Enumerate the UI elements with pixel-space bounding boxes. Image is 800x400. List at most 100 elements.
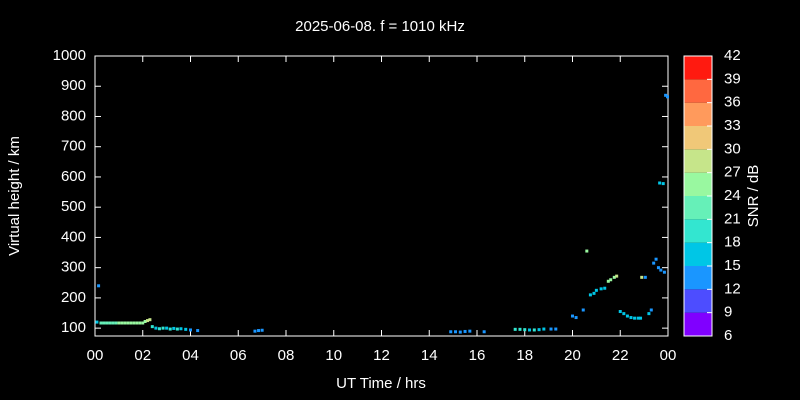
y-axis-label: Virtual height / km — [6, 136, 23, 256]
point — [141, 321, 145, 325]
point — [114, 321, 118, 325]
y-tick-label: 300 — [61, 259, 86, 276]
point — [196, 329, 200, 333]
point — [542, 327, 546, 331]
colorbar-band — [684, 196, 712, 220]
y-tick-label: 400 — [61, 228, 86, 245]
y-tick-label: 600 — [61, 168, 86, 185]
point — [165, 326, 169, 330]
colorbar-tick-label: 39 — [724, 70, 741, 87]
x-tick-label: 06 — [230, 347, 247, 364]
point — [622, 312, 626, 316]
point — [625, 314, 629, 318]
x-tick-label: 00 — [660, 347, 677, 364]
point — [260, 328, 264, 332]
point — [656, 266, 660, 270]
y-tick-label: 700 — [61, 138, 86, 155]
point — [161, 326, 165, 330]
colorbar-tick-label: 15 — [724, 257, 741, 274]
point — [636, 316, 640, 320]
point — [652, 261, 656, 265]
point — [449, 330, 453, 334]
point — [528, 328, 532, 332]
point — [148, 318, 152, 322]
point — [659, 268, 663, 272]
point — [120, 321, 124, 325]
colorbar-band — [684, 56, 712, 80]
point — [618, 310, 622, 314]
colorbar-label: SNR / dB — [745, 165, 762, 228]
point — [537, 328, 541, 332]
colorbar-band — [684, 289, 712, 313]
x-tick-label: 02 — [134, 347, 151, 364]
colorbar-tick-label: 30 — [724, 140, 741, 157]
point — [175, 327, 179, 331]
point — [666, 95, 670, 99]
colorbar-tick-label: 9 — [724, 304, 732, 321]
x-tick-label: 10 — [325, 347, 342, 364]
colorbar-band — [684, 219, 712, 243]
point — [654, 257, 658, 261]
colorbar-tick-label: 21 — [724, 210, 741, 227]
point — [523, 328, 527, 332]
x-tick-label: 08 — [278, 347, 295, 364]
point — [643, 275, 647, 279]
y-tick-label: 100 — [61, 319, 86, 336]
x-axis-label: UT Time / hrs — [336, 375, 426, 392]
x-tick-label: 00 — [87, 347, 104, 364]
point — [99, 321, 103, 325]
colorbar-tick-label: 36 — [724, 94, 741, 111]
point — [468, 329, 472, 333]
point — [157, 327, 161, 331]
point — [117, 321, 121, 325]
colorbar-band — [684, 149, 712, 173]
point — [647, 312, 651, 316]
point — [172, 326, 176, 330]
colorbar-band — [684, 126, 712, 150]
point — [168, 327, 172, 331]
point — [135, 321, 139, 325]
y-tick-label: 200 — [61, 289, 86, 306]
colorbar-band — [684, 266, 712, 290]
point — [606, 279, 610, 283]
point — [95, 320, 99, 324]
colorbar-band — [684, 172, 712, 196]
point — [554, 327, 558, 331]
colorbar-tick-label: 24 — [724, 187, 741, 204]
chart-title: 2025-06-08. f = 1010 kHz — [295, 18, 465, 35]
point — [658, 181, 662, 185]
colorbar-tick-label: 18 — [724, 234, 741, 251]
colorbar-tick-label: 42 — [724, 47, 741, 64]
point — [633, 316, 637, 320]
point — [612, 275, 616, 279]
point — [123, 321, 127, 325]
point — [574, 316, 578, 320]
point — [132, 321, 136, 325]
point — [154, 326, 158, 330]
y-tick-label: 900 — [61, 77, 86, 94]
point — [129, 321, 133, 325]
point — [513, 327, 517, 331]
point — [629, 316, 633, 320]
point — [649, 308, 653, 312]
point — [184, 327, 188, 331]
x-tick-label: 14 — [421, 347, 438, 364]
point — [454, 330, 458, 334]
point — [571, 314, 574, 318]
colorbar-band — [684, 242, 712, 266]
y-tick-label: 1000 — [53, 47, 86, 64]
point — [102, 321, 106, 325]
point — [179, 327, 183, 331]
point — [108, 321, 112, 325]
point — [111, 321, 115, 325]
x-tick-label: 04 — [182, 347, 199, 364]
point — [105, 321, 109, 325]
point — [138, 321, 142, 325]
point — [615, 274, 619, 278]
x-tick-label: 20 — [564, 347, 581, 364]
x-tick-label: 22 — [612, 347, 629, 364]
point — [463, 329, 467, 333]
x-tick-label: 16 — [469, 347, 486, 364]
